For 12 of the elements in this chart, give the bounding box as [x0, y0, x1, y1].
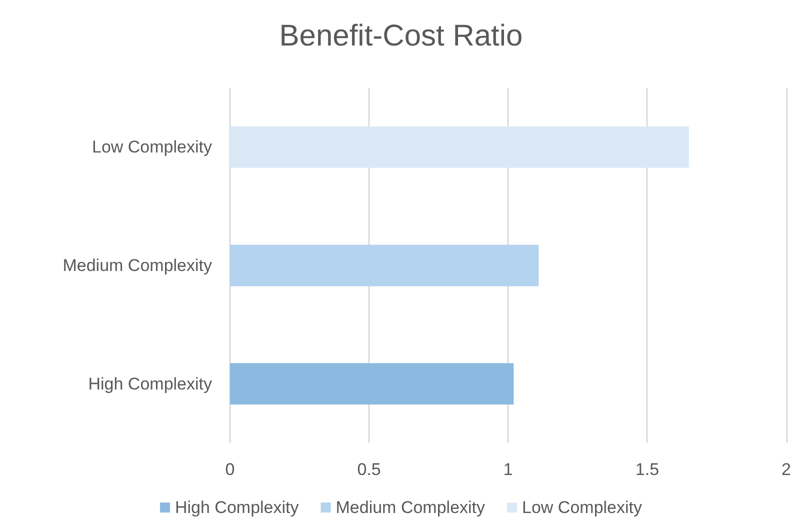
- y-tick-label: High Complexity: [88, 374, 212, 394]
- x-tick-label: 1: [503, 460, 513, 479]
- x-tick-label: 2: [782, 460, 792, 479]
- x-tick-label: 1.5: [635, 460, 660, 479]
- legend-label: High Complexity: [174, 498, 300, 517]
- y-tick-label: Low Complexity: [92, 138, 212, 157]
- chart-title: Benefit-Cost Ratio: [279, 20, 523, 52]
- legend-label: Low Complexity: [522, 498, 643, 517]
- legend-label: Medium Complexity: [336, 498, 486, 517]
- y-tick-label: Medium Complexity: [62, 256, 212, 275]
- x-tick-label: 0.5: [357, 460, 381, 479]
- x-tick-label: 0: [225, 460, 235, 479]
